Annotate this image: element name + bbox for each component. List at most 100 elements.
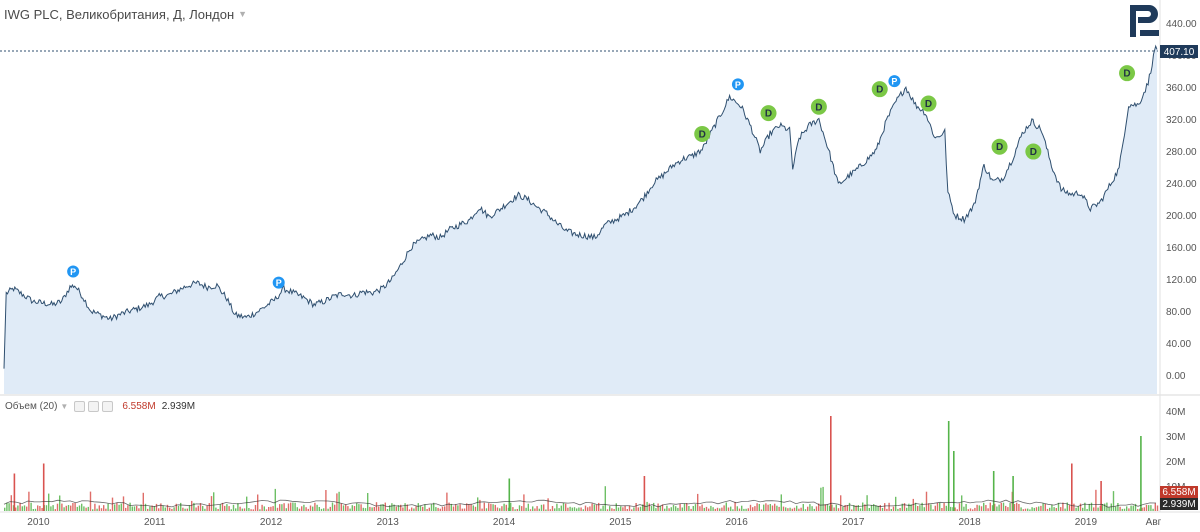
volume-bar xyxy=(1126,506,1128,511)
volume-bar xyxy=(131,506,133,511)
volume-bar xyxy=(501,506,503,511)
volume-bar xyxy=(426,509,428,511)
volume-bar xyxy=(224,505,226,511)
volume-bar xyxy=(873,504,875,511)
volume-bar xyxy=(741,505,743,511)
volume-bar xyxy=(305,507,307,511)
volume-bar xyxy=(96,508,98,511)
volume-bar xyxy=(820,487,822,511)
volume-bar xyxy=(481,508,483,511)
volume-bar xyxy=(791,508,793,511)
volume-bar xyxy=(824,504,826,511)
volume-spike-bar xyxy=(830,416,832,511)
time-tick-label: 2013 xyxy=(377,517,400,528)
volume-bar xyxy=(888,502,890,511)
volume-bar xyxy=(237,503,239,511)
volume-bar xyxy=(325,490,327,511)
volume-bar xyxy=(318,507,320,511)
volume-bar xyxy=(375,502,378,511)
volume-bar xyxy=(109,509,111,511)
volume-bar xyxy=(455,504,457,511)
settings-icon[interactable] xyxy=(88,401,100,412)
volume-bar xyxy=(1031,507,1033,511)
volume-bar xyxy=(765,503,767,511)
volume-bar xyxy=(316,504,318,511)
volume-bar xyxy=(879,505,881,511)
chevron-down-icon[interactable]: ▼ xyxy=(60,402,69,411)
volume-bar xyxy=(752,507,754,511)
volume-bar xyxy=(92,509,94,511)
marker-label: D xyxy=(765,109,772,120)
volume-spike-bar xyxy=(992,471,995,511)
volume-bar xyxy=(639,506,642,511)
volume-bar xyxy=(107,503,109,511)
volume-bar xyxy=(402,507,404,511)
volume-bar xyxy=(705,506,708,511)
volume-bar xyxy=(521,506,523,511)
volume-spike-bar xyxy=(1140,436,1142,511)
volume-bar xyxy=(424,504,426,511)
dividend-marker: D xyxy=(810,98,827,115)
volume-bar xyxy=(851,509,853,511)
volume-bar xyxy=(499,508,501,511)
volume-bar xyxy=(120,503,122,511)
volume-bar xyxy=(745,508,747,511)
volume-bar xyxy=(620,506,622,511)
chart-title-bar[interactable]: IWG PLC, Великобритания, Д, Лондон ▼ xyxy=(4,5,247,23)
volume-bar xyxy=(452,506,455,511)
volume-bar xyxy=(934,505,936,511)
volume-bar xyxy=(312,506,314,511)
volume-bar xyxy=(892,506,895,511)
volume-bar xyxy=(1057,502,1060,511)
volume-bar xyxy=(430,504,433,511)
volume-bar xyxy=(1066,502,1068,511)
volume-bar xyxy=(492,504,494,511)
volume-bar xyxy=(868,508,870,511)
volume-bar xyxy=(776,505,778,511)
price-badge[interactable]: 407.10 xyxy=(1160,45,1198,58)
volume-bar xyxy=(15,507,17,511)
volume-bar xyxy=(1000,502,1002,511)
volume-bar xyxy=(290,502,292,511)
volume-bar xyxy=(829,505,831,511)
volume-bar xyxy=(272,506,274,511)
volume-bar xyxy=(730,506,732,511)
volume-bar xyxy=(912,498,914,511)
volume-bar xyxy=(70,505,72,511)
volume-bar xyxy=(576,508,578,511)
volume-bar xyxy=(378,506,380,511)
volume-bar xyxy=(301,506,303,511)
close-icon[interactable] xyxy=(102,401,114,412)
volume-bar xyxy=(393,504,395,511)
chevron-down-icon[interactable]: ▼ xyxy=(238,9,248,19)
marker-label: D xyxy=(996,142,1003,153)
volume-bar xyxy=(180,502,182,511)
volume-bar xyxy=(943,503,945,511)
volume-bar xyxy=(1035,507,1038,511)
volume-bar xyxy=(349,508,351,511)
volume-bar xyxy=(1093,507,1095,511)
volume-bar xyxy=(877,505,879,511)
volume-bar xyxy=(1068,505,1071,511)
volume-bar xyxy=(34,508,37,511)
volume-bar xyxy=(470,504,472,511)
price-tick-label: 160.00 xyxy=(1166,243,1197,254)
eye-icon[interactable] xyxy=(74,401,86,412)
marker-label: D xyxy=(876,85,883,96)
volume-bar xyxy=(582,509,584,511)
volume-bar xyxy=(23,505,26,511)
dividend-marker: D xyxy=(1119,65,1136,82)
split-marker: P xyxy=(731,78,744,91)
volume-bar xyxy=(897,508,899,511)
volume-bar xyxy=(569,506,571,511)
volume-bar xyxy=(624,505,626,511)
volume-bar xyxy=(373,507,375,511)
volume-bar xyxy=(514,509,516,511)
volume-bar xyxy=(510,502,512,511)
volume-bar xyxy=(930,504,932,511)
volume-bar xyxy=(840,495,842,511)
volume-bar xyxy=(468,504,470,511)
volume-bar xyxy=(998,504,1000,511)
volume-bar xyxy=(323,508,325,511)
